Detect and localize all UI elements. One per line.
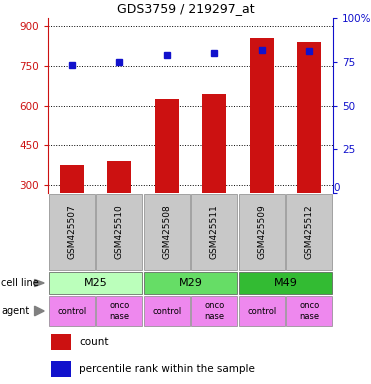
Text: GSM425510: GSM425510 (115, 205, 124, 259)
Bar (155, 99, 178, 193)
Bar (144, 272, 237, 294)
Bar (96, 194, 142, 270)
Text: GSM425509: GSM425509 (257, 205, 266, 259)
Text: GSM425508: GSM425508 (162, 205, 171, 259)
Bar (96, 296, 142, 326)
Text: M49: M49 (273, 278, 298, 288)
Polygon shape (35, 306, 44, 316)
Polygon shape (35, 280, 44, 286)
Bar (60, 165, 83, 193)
Bar (239, 272, 332, 294)
Text: cell line: cell line (1, 278, 39, 288)
Bar (239, 194, 285, 270)
Bar (51, 361, 71, 377)
Bar (144, 194, 190, 270)
Text: GSM425507: GSM425507 (67, 205, 76, 259)
Bar (202, 94, 226, 193)
Bar (250, 38, 274, 193)
Bar (107, 161, 131, 193)
Text: GDS3759 / 219297_at: GDS3759 / 219297_at (117, 2, 254, 15)
Text: agent: agent (1, 306, 29, 316)
Text: onco
nase: onco nase (299, 301, 319, 321)
Text: 0: 0 (333, 183, 339, 193)
Bar (49, 272, 142, 294)
Bar (286, 296, 332, 326)
Bar (191, 296, 237, 326)
Bar (298, 42, 321, 193)
Bar (49, 296, 95, 326)
Text: control: control (247, 306, 276, 316)
Text: percentile rank within the sample: percentile rank within the sample (79, 364, 255, 374)
Bar (286, 194, 332, 270)
Text: control: control (57, 306, 86, 316)
Text: control: control (152, 306, 181, 316)
Bar (239, 296, 285, 326)
Text: M29: M29 (178, 278, 203, 288)
Text: GSM425512: GSM425512 (305, 205, 314, 259)
Text: onco
nase: onco nase (109, 301, 129, 321)
Bar (49, 194, 95, 270)
Bar (144, 296, 190, 326)
Text: onco
nase: onco nase (204, 301, 224, 321)
Text: count: count (79, 337, 109, 347)
Bar (191, 194, 237, 270)
Text: M25: M25 (83, 278, 107, 288)
Text: GSM425511: GSM425511 (210, 205, 219, 259)
Bar (51, 334, 71, 350)
